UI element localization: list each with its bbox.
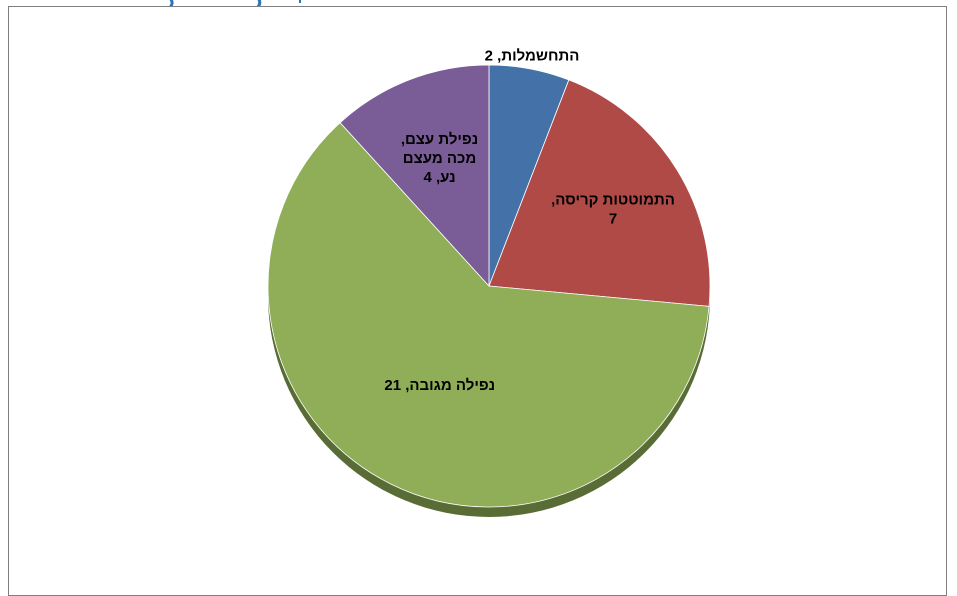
- pie-slice-2: [488, 79, 711, 307]
- pie-slices: [267, 64, 711, 517]
- data-label-4: נפילת עצם, מכה מעצם נע, 4: [401, 131, 478, 186]
- pie-data-labels: התחשמלות, 2 התמוטטות קריסה, 7 נפילה מגובה, …: [384, 48, 674, 394]
- pie-slice-4: [339, 64, 490, 288]
- data-label-2: התמוטטות קריסה, 7: [551, 192, 675, 228]
- data-label-1: התחשמלות, 2: [485, 48, 580, 65]
- pie-slice-3: [267, 122, 710, 508]
- pie-chart: התחשמלות, 2 התמוטטות קריסה, 7 נפילה מגובה, …: [267, 48, 711, 517]
- data-label-3: נפילה מגובה, 21: [384, 377, 495, 394]
